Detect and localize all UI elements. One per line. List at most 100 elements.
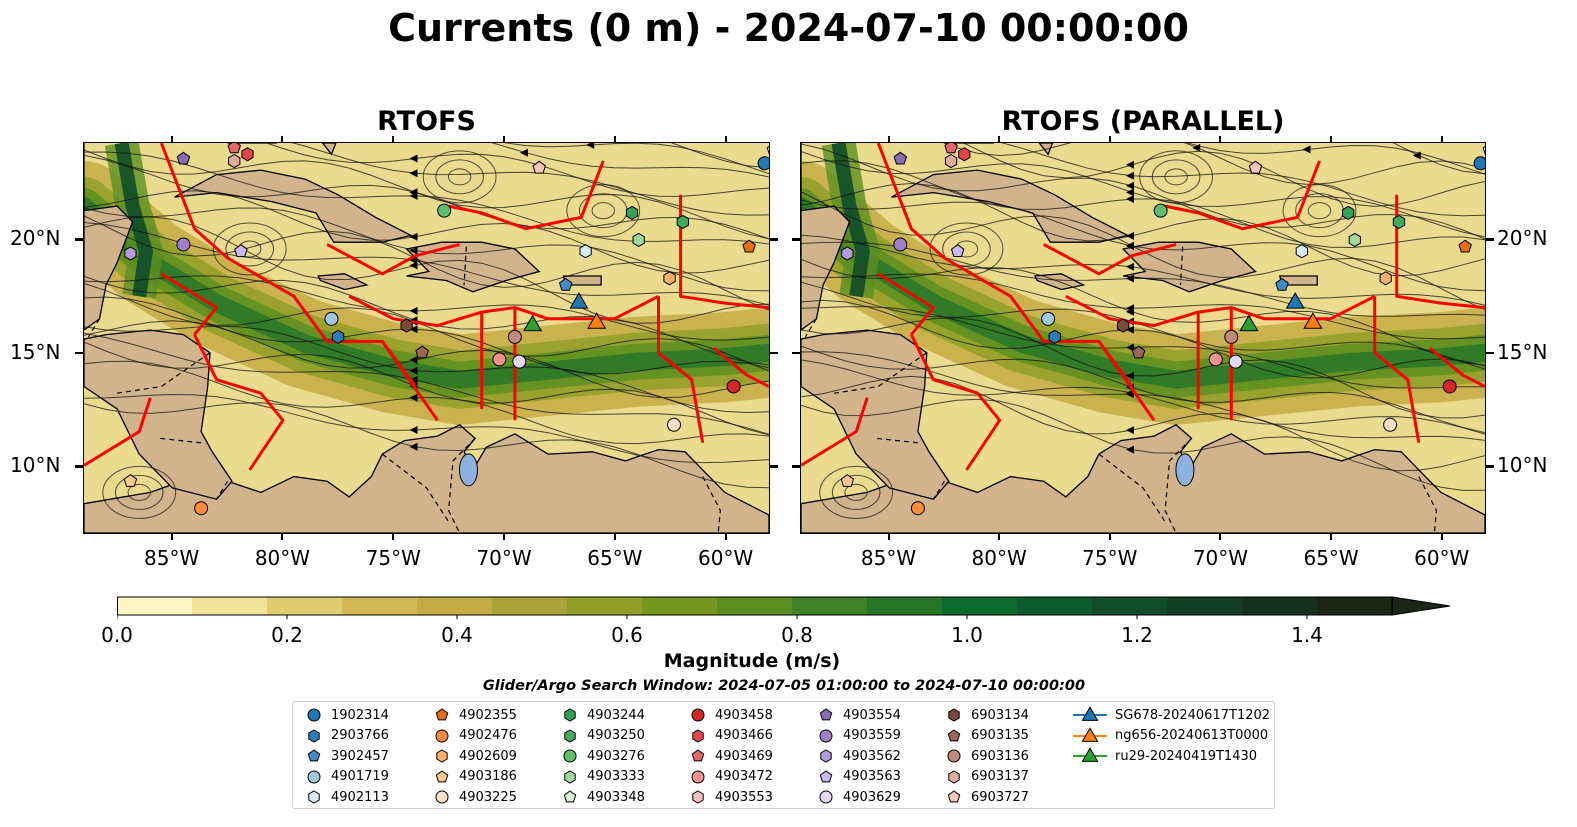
current-band (114, 143, 154, 298)
lat-tick-label: 15°N (10, 339, 61, 364)
legend-item: 1902314 (305, 705, 389, 725)
colorbar-tick-label: 0.8 (781, 623, 813, 647)
streamline-arrow (1126, 274, 1134, 283)
colorbar-segment (1242, 597, 1318, 615)
axis-tick (724, 136, 727, 142)
legend-item: 4903563 (817, 767, 901, 787)
obs-marker-4901719 (324, 311, 339, 326)
legend-label: 4903225 (459, 789, 517, 805)
legend-marker-hexagon (564, 708, 576, 722)
streamline (801, 234, 1485, 306)
axis-tick (1486, 465, 1494, 468)
streamline (264, 143, 769, 197)
eddy-streamline (435, 159, 484, 195)
axis-tick (1486, 238, 1494, 241)
hispaniola-land (1121, 241, 1257, 293)
map-rtofs-parallel[interactable] (800, 142, 1486, 534)
axis-tick (792, 465, 800, 468)
obs-marker-4903458 (1442, 379, 1457, 394)
legend-label: 4903469 (715, 748, 773, 764)
eddy-streamline (102, 465, 177, 519)
lon-tick-label: 75°W (1082, 546, 1138, 570)
country-border (159, 437, 202, 444)
obs-marker-4903554 (176, 151, 191, 165)
streamline (84, 215, 769, 311)
streamline-arrow (409, 154, 418, 163)
obs-marker-4903333 (632, 232, 645, 247)
axis-tick (1219, 136, 1222, 142)
legend-marker (947, 728, 961, 741)
legend-marker (947, 790, 961, 803)
streamline-arrow (409, 188, 418, 197)
eez-boundary (679, 194, 769, 310)
colorbar-segment (642, 597, 718, 615)
axis-tick (1330, 534, 1333, 540)
legend-marker (307, 749, 321, 762)
axis-tick (281, 136, 284, 142)
colorbar-tick-label: 1.0 (951, 623, 983, 647)
axis-tick (281, 534, 284, 540)
legend-item: 4903553 (689, 787, 773, 807)
streamline-arrow (1126, 371, 1134, 380)
axis-tick (887, 136, 890, 142)
legend-label: 4902113 (331, 789, 389, 805)
obs-marker-4903250 (1392, 214, 1406, 229)
country-border (447, 437, 476, 533)
obs-marker-6903135 (415, 345, 429, 359)
legend-item: 4902476 (433, 726, 517, 746)
legend-marker (819, 769, 833, 782)
yucatan-land (84, 143, 134, 331)
legend-item: 4903250 (561, 726, 645, 746)
legend-marker-hexagon (692, 728, 704, 743)
obs-marker-4903276 (437, 203, 452, 218)
obs-marker-4903466 (958, 147, 971, 162)
panel-title-rtofs-parallel: RTOFS (PARALLEL) (1001, 106, 1285, 137)
lon-tick-label: 80°W (971, 546, 1027, 570)
streamline (801, 258, 1485, 366)
legend-marker (563, 749, 577, 763)
map-rtofs[interactable] (83, 142, 770, 534)
legend-marker (691, 708, 705, 722)
legend-marker-pentagon (435, 769, 449, 782)
figure-title: Currents (0 m) - 2024-07-10 00:00:00 (388, 6, 1189, 50)
streamline (801, 375, 1485, 472)
lon-tick-label: 60°W (698, 546, 754, 570)
legend-item: 6903134 (945, 705, 1029, 725)
legend-item: 4903333 (561, 767, 645, 787)
lon-tick-label: 70°W (1192, 546, 1249, 570)
country-border (1418, 476, 1438, 533)
legend-marker (1073, 747, 1107, 762)
streamline (84, 402, 769, 489)
obs-marker-6903134 (400, 318, 413, 333)
legend-marker-pentagon (947, 790, 961, 803)
obs-marker-4903472 (492, 352, 507, 367)
legend-marker-circle (691, 708, 705, 722)
obs-marker-ng656-20240613T0000 (1303, 312, 1323, 329)
lat-tick-label: 20°N (1497, 226, 1548, 251)
axis-tick (503, 136, 506, 142)
streamline (801, 182, 1485, 277)
eez-boundary (877, 272, 935, 336)
legend-label: 4903250 (587, 728, 645, 743)
streamline (801, 359, 1485, 435)
obs-marker-4902355 (742, 239, 756, 253)
legend-marker-hexagon (820, 749, 832, 763)
current-band (84, 197, 769, 389)
legend-marker-hexagon (308, 728, 320, 743)
country-border (1098, 453, 1166, 523)
obs-marker-6903137 (228, 153, 241, 169)
lake-maracaibo (458, 453, 478, 487)
streamline (670, 143, 769, 169)
colorbar-segment (1317, 597, 1393, 615)
central-america-land (84, 329, 233, 500)
lat-tick-label: 20°N (10, 226, 61, 251)
colorbar-segment (867, 597, 943, 615)
colorbar-segment (117, 597, 193, 615)
legend-marker-circle (947, 749, 961, 763)
axis-tick (170, 136, 173, 142)
legend-label: 4903333 (587, 769, 645, 784)
streamline (801, 241, 1485, 317)
hispaniola-land (405, 241, 541, 293)
lon-tick-label: 85°W (144, 546, 200, 570)
country-border (381, 453, 450, 523)
